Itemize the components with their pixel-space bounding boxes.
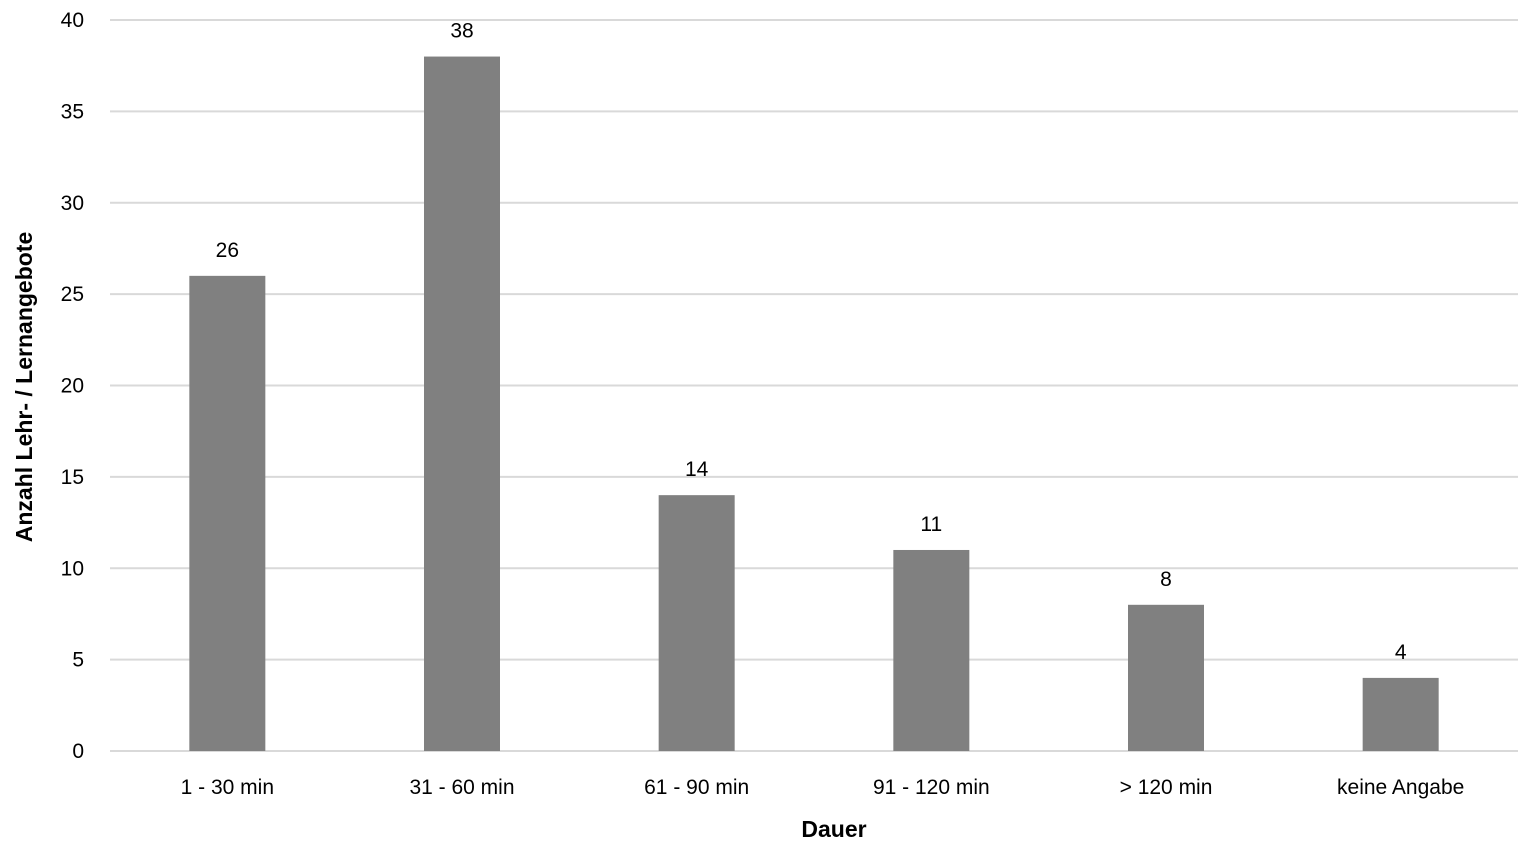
y-tick-label: 10	[61, 557, 84, 580]
bar	[1128, 604, 1204, 751]
bar	[893, 549, 970, 751]
y-tick-label: 25	[61, 283, 84, 306]
y-tick-label: 40	[61, 9, 84, 32]
x-tick-label: 31 - 60 min	[409, 776, 514, 799]
y-tick-label: 35	[61, 100, 84, 123]
y-tick-label: 5	[72, 649, 84, 672]
x-tick-label: > 120 min	[1120, 776, 1213, 799]
bar	[189, 275, 266, 751]
data-label: 38	[450, 20, 473, 43]
bars	[189, 56, 1439, 752]
data-label: 8	[1160, 568, 1172, 591]
x-tick-label: 1 - 30 min	[181, 776, 274, 799]
x-axis-title: Dauer	[801, 816, 866, 842]
y-tick-label: 30	[61, 192, 84, 215]
x-tick-label: 61 - 90 min	[644, 776, 749, 799]
data-label: 14	[685, 458, 709, 481]
y-tick-label: 0	[72, 740, 84, 763]
data-label: 11	[920, 513, 942, 536]
x-tick-label: keine Angabe	[1337, 776, 1464, 799]
data-label: 4	[1395, 641, 1407, 664]
x-tick-label: 91 - 120 min	[873, 776, 990, 799]
x-axis-ticks: 1 - 30 min 31 - 60 min 61 - 90 min 91 - 120…	[181, 776, 1465, 799]
data-label: 26	[216, 239, 239, 262]
bar	[424, 56, 500, 752]
bar	[658, 495, 735, 751]
bar	[1362, 677, 1439, 751]
y-tick-label: 15	[61, 466, 84, 489]
y-axis-title: Anzahl Lehr- / Lernangebote	[11, 232, 37, 543]
gridlines	[110, 19, 1518, 752]
y-axis-ticks: 0 5 10 15 20 25 30 35 40	[61, 9, 84, 763]
y-tick-label: 20	[61, 375, 84, 398]
data-labels: 26 38 14 11 8 4	[216, 20, 1407, 664]
